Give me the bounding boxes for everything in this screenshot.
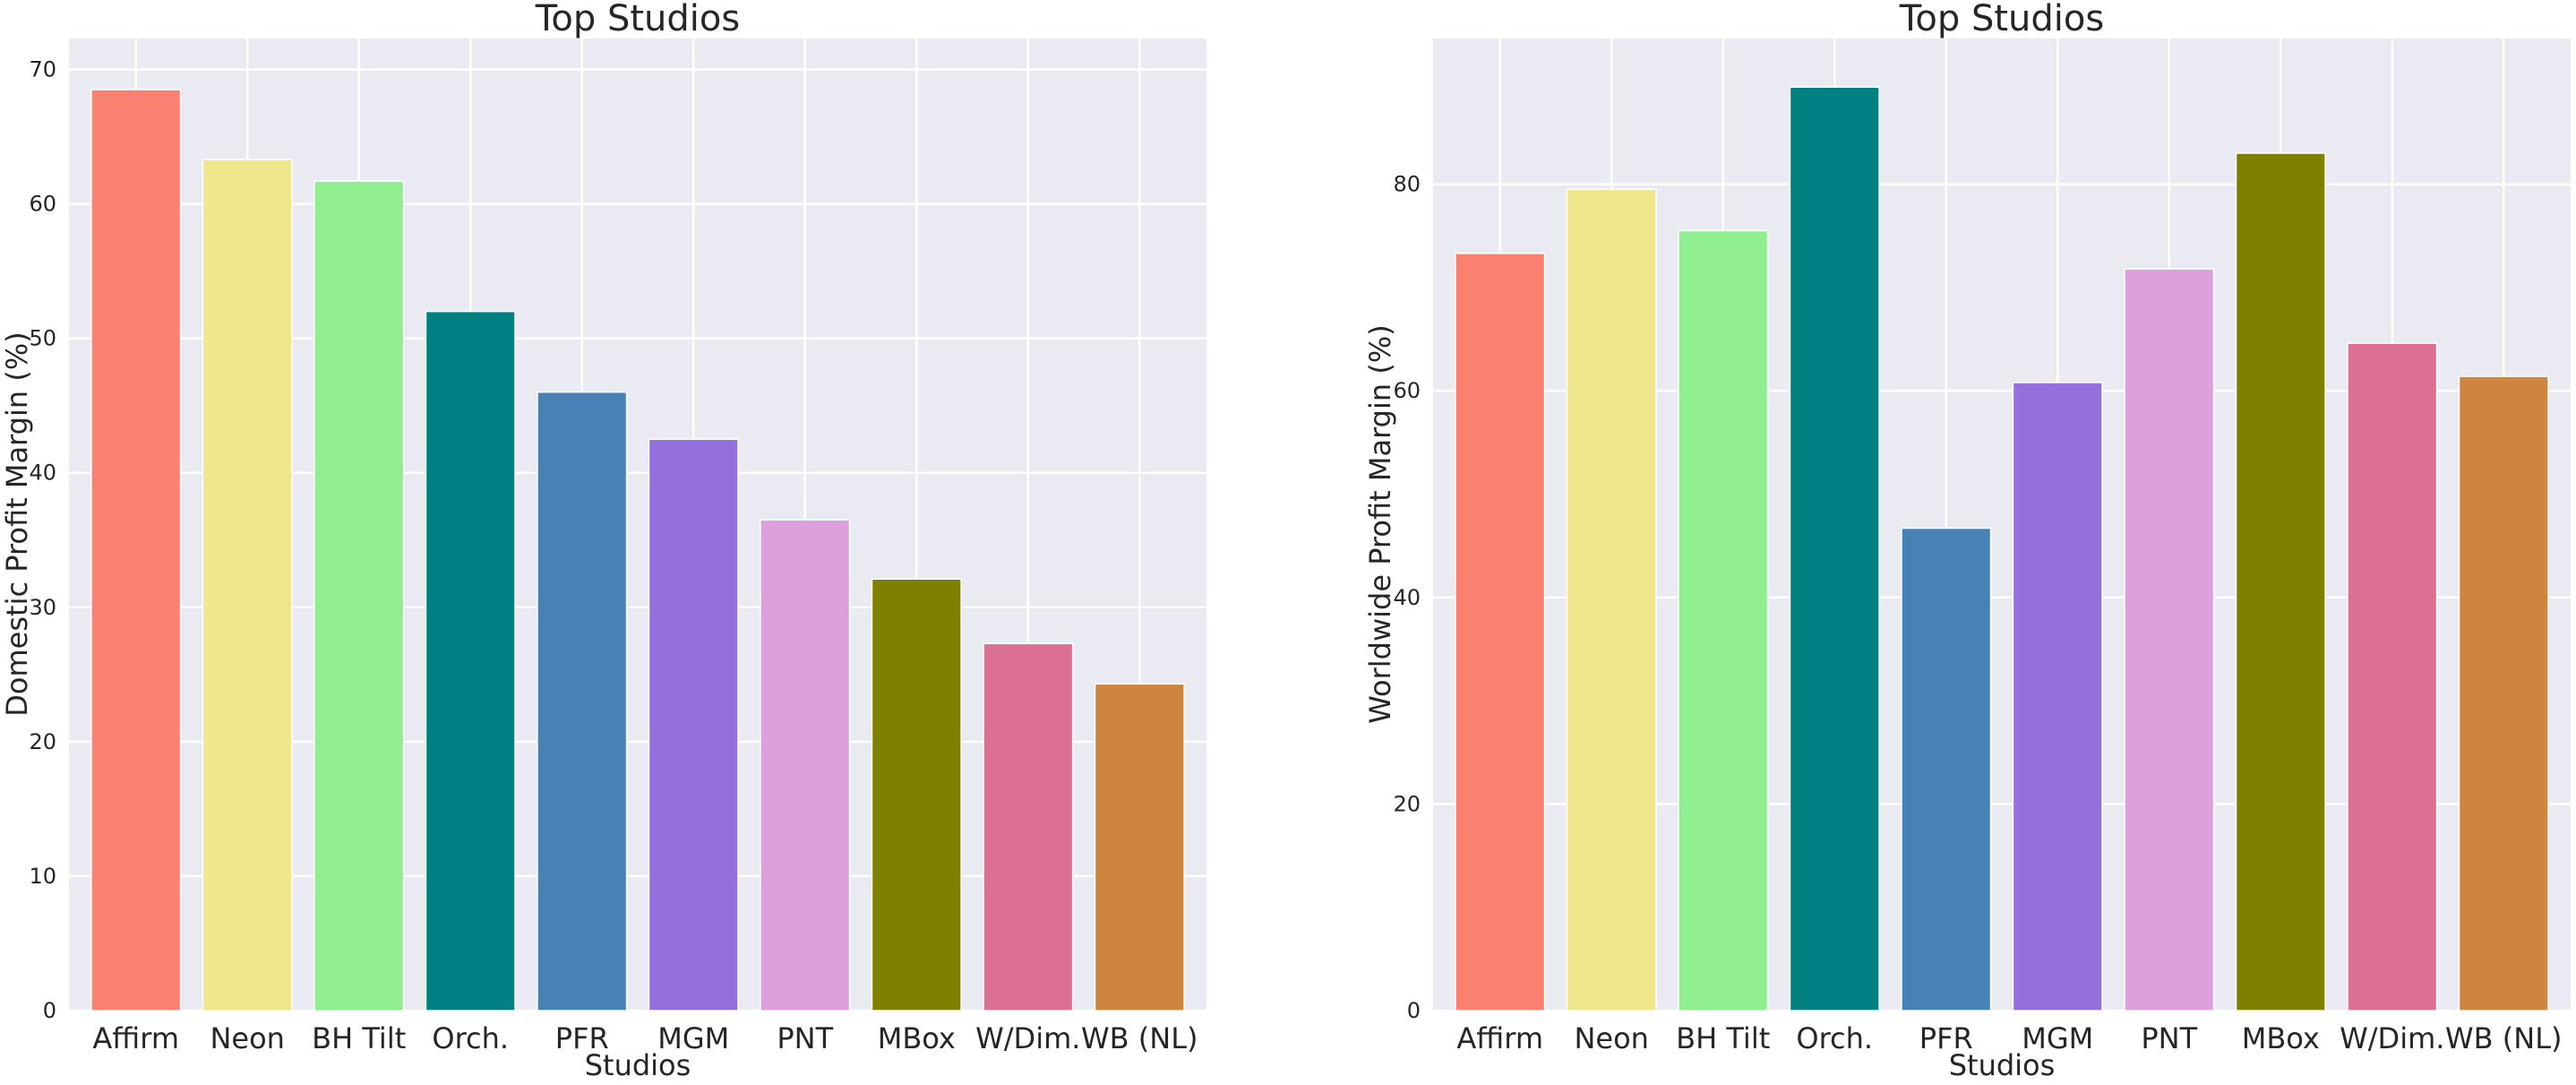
- bars-domestic: [90, 89, 1185, 1012]
- chart-title-domestic: Top Studios: [535, 0, 740, 39]
- bar-pfr: [1901, 527, 1992, 1012]
- y-tick-label: 30: [29, 595, 56, 620]
- chart-domestic: 0 10 20 30 40 50 60 70 Affirm Neon BH Tilt Orch. PF…: [0, 0, 1206, 1082]
- bar-pnt: [2124, 268, 2215, 1012]
- y-tick-label: 20: [1393, 791, 1421, 816]
- y-tick-label: 20: [29, 729, 56, 754]
- bar-mgm: [2012, 382, 2103, 1012]
- y-tick-label: 40: [29, 461, 56, 486]
- x-tick-label: W/Dim.: [975, 1021, 1080, 1055]
- bar-wb-nl: [2458, 375, 2549, 1012]
- x-tick-label: WB (NL): [1081, 1021, 1198, 1055]
- x-axis-label-domestic: Studios: [585, 1048, 691, 1082]
- x-tick-label: MGM: [657, 1021, 729, 1055]
- y-tick-label: 10: [29, 864, 56, 889]
- x-tick-label: WB (NL): [2445, 1021, 2563, 1055]
- y-axis-label-domestic: Domestic Profit Margin (%): [0, 332, 34, 716]
- x-tick-label: Affirm: [1456, 1021, 1543, 1055]
- x-tick-label: PFR: [555, 1021, 609, 1055]
- x-tick-label: Orch.: [1796, 1021, 1873, 1055]
- bar-wb-nl: [1094, 683, 1185, 1012]
- y-tick-label: 0: [1407, 998, 1421, 1023]
- x-tick-label: Neon: [1574, 1021, 1648, 1055]
- bar-bh-tilt: [1678, 229, 1769, 1012]
- x-tick-label: MBox: [2242, 1021, 2320, 1055]
- xticks-domestic: Affirm Neon BH Tilt Orch. PFR MGM PNT MBox W/Dim…: [92, 1021, 1198, 1055]
- x-tick-label: PNT: [2141, 1021, 2197, 1055]
- bar-neon: [202, 159, 293, 1012]
- bar-mbox: [871, 578, 962, 1012]
- x-tick-label: W/Dim.: [2340, 1021, 2444, 1055]
- y-tick-label: 60: [1393, 378, 1421, 403]
- bar-orch: [425, 310, 516, 1012]
- bar-pnt: [760, 519, 851, 1012]
- bar-mgm: [648, 438, 739, 1012]
- bar-mbox: [2235, 152, 2326, 1012]
- x-axis-label-worldwide: Studios: [1949, 1048, 2056, 1082]
- x-tick-label: MBox: [878, 1021, 956, 1055]
- chart-worldwide: 0 20 40 60 80 Affirm Neon BH Tilt Orch. PFR MGM PN…: [1363, 0, 2571, 1082]
- y-tick-label: 40: [1393, 585, 1421, 610]
- x-tick-label: Orch.: [432, 1021, 509, 1055]
- y-tick-label: 70: [29, 57, 56, 82]
- y-tick-label: 60: [29, 192, 56, 217]
- chart-title-worldwide: Top Studios: [1899, 0, 2104, 39]
- y-axis-label-worldwide: Worldwide Profit Margin (%): [1363, 324, 1397, 723]
- x-tick-label: Neon: [210, 1021, 284, 1055]
- bar-affirm: [90, 89, 182, 1012]
- bar-bh-tilt: [313, 180, 405, 1012]
- x-tick-label: BH Tilt: [1676, 1021, 1770, 1055]
- bar-w-dim: [983, 642, 1074, 1012]
- x-tick-label: PNT: [777, 1021, 833, 1055]
- x-tick-label: MGM: [2022, 1021, 2093, 1055]
- bar-w-dim: [2347, 342, 2438, 1012]
- bar-pfr: [537, 391, 628, 1012]
- y-tick-label: 0: [43, 998, 56, 1023]
- x-tick-label: PFR: [1919, 1021, 1973, 1055]
- x-tick-label: BH Tilt: [312, 1021, 406, 1055]
- bar-affirm: [1455, 253, 1546, 1012]
- y-tick-label: 80: [1393, 172, 1421, 197]
- bar-orch: [1789, 86, 1880, 1012]
- y-tick-label: 50: [29, 326, 56, 351]
- yticks-worldwide: 0 20 40 60 80: [1393, 172, 1421, 1023]
- yticks-domestic: 0 10 20 30 40 50 60 70: [29, 57, 56, 1023]
- bar-neon: [1566, 188, 1657, 1012]
- xticks-worldwide: Affirm Neon BH Tilt Orch. PFR MGM PNT MBox W/Dim…: [1456, 1021, 2562, 1055]
- x-tick-label: Affirm: [92, 1021, 179, 1055]
- bars-worldwide: [1455, 86, 2549, 1012]
